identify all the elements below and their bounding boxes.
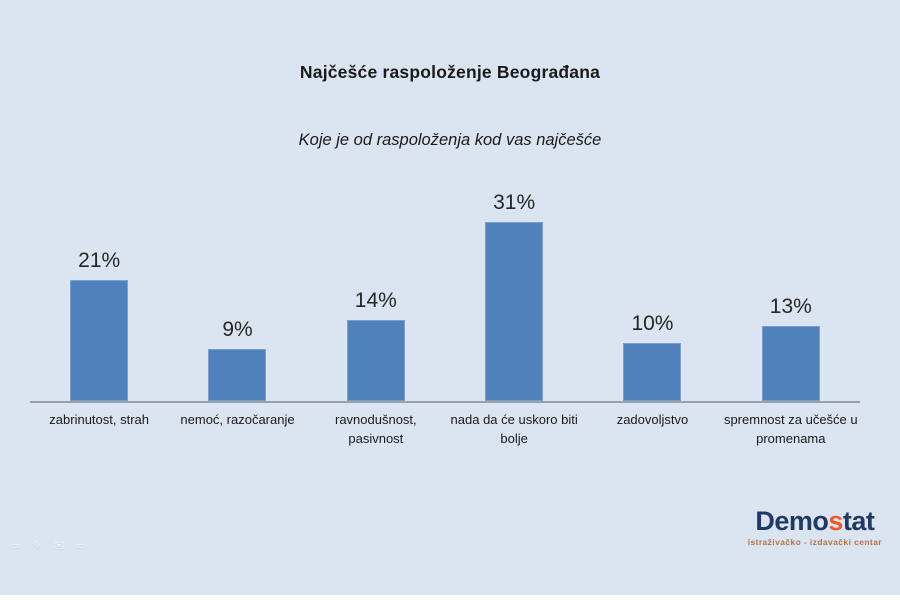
logo-tagline: istraživačko - izdavački centar [747,537,882,547]
bar-slot: 21% [30,186,168,401]
pencil-icon: ✎ [31,538,43,553]
chart-title: Najčešće raspoloženje Beograđana [299,62,601,82]
bar [761,325,820,401]
logo-accent-letter: s [828,506,843,536]
category-label: zadovoljstvo [616,412,689,427]
logo-part1: Demo [755,506,829,536]
bar-slot: 10% [583,186,721,401]
envelope-icon: ✉ [53,538,65,553]
bar-value-label: 10% [631,312,674,336]
bar-slot: 13% [722,186,860,401]
watermark-icons: ⇦ ✎ ✉ ⇨ [10,538,87,554]
logo-part2: tat [842,506,875,536]
x-axis-line [30,401,860,403]
bar [485,222,544,401]
bar [70,279,129,401]
bar-value-label: 13% [769,294,812,318]
bar-value-label: 14% [354,289,397,313]
demostat-logo: Demostat istraživačko - izdavački centar [747,508,882,548]
bar-value-label: 9% [222,318,253,342]
forward-arrow-icon: ⇨ [75,538,87,553]
bar [346,320,405,401]
category-row: zabrinutost, strah nemoć, razočaranje ravn… [30,411,860,449]
bar-slot: 14% [307,186,445,401]
category-label: ravnodušnost, pasivnost [334,412,417,446]
bars-row: 21% 9% 14% 31% 10% 13% [30,186,860,401]
chart-subtitle: Koje je od raspoloženja kod vas najčešće [298,131,602,149]
category-label: nada da će uskoro biti bolje [450,412,578,446]
bar [623,343,682,401]
back-arrow-icon: ⇦ [10,538,21,553]
bottom-strip [0,595,900,600]
bar-value-label: 31% [493,191,536,214]
category-label: zabrinutost, strah [49,412,150,427]
category-label: spremnost za učešće u promenama [723,412,858,446]
category-label: nemoć, razočaranje [180,412,295,427]
bar [208,349,267,401]
bar-value-label: 21% [78,248,121,272]
logo-wordmark: Demostat [748,508,882,535]
bar-slot: 31% [445,186,583,401]
bar-slot: 9% [168,186,306,401]
